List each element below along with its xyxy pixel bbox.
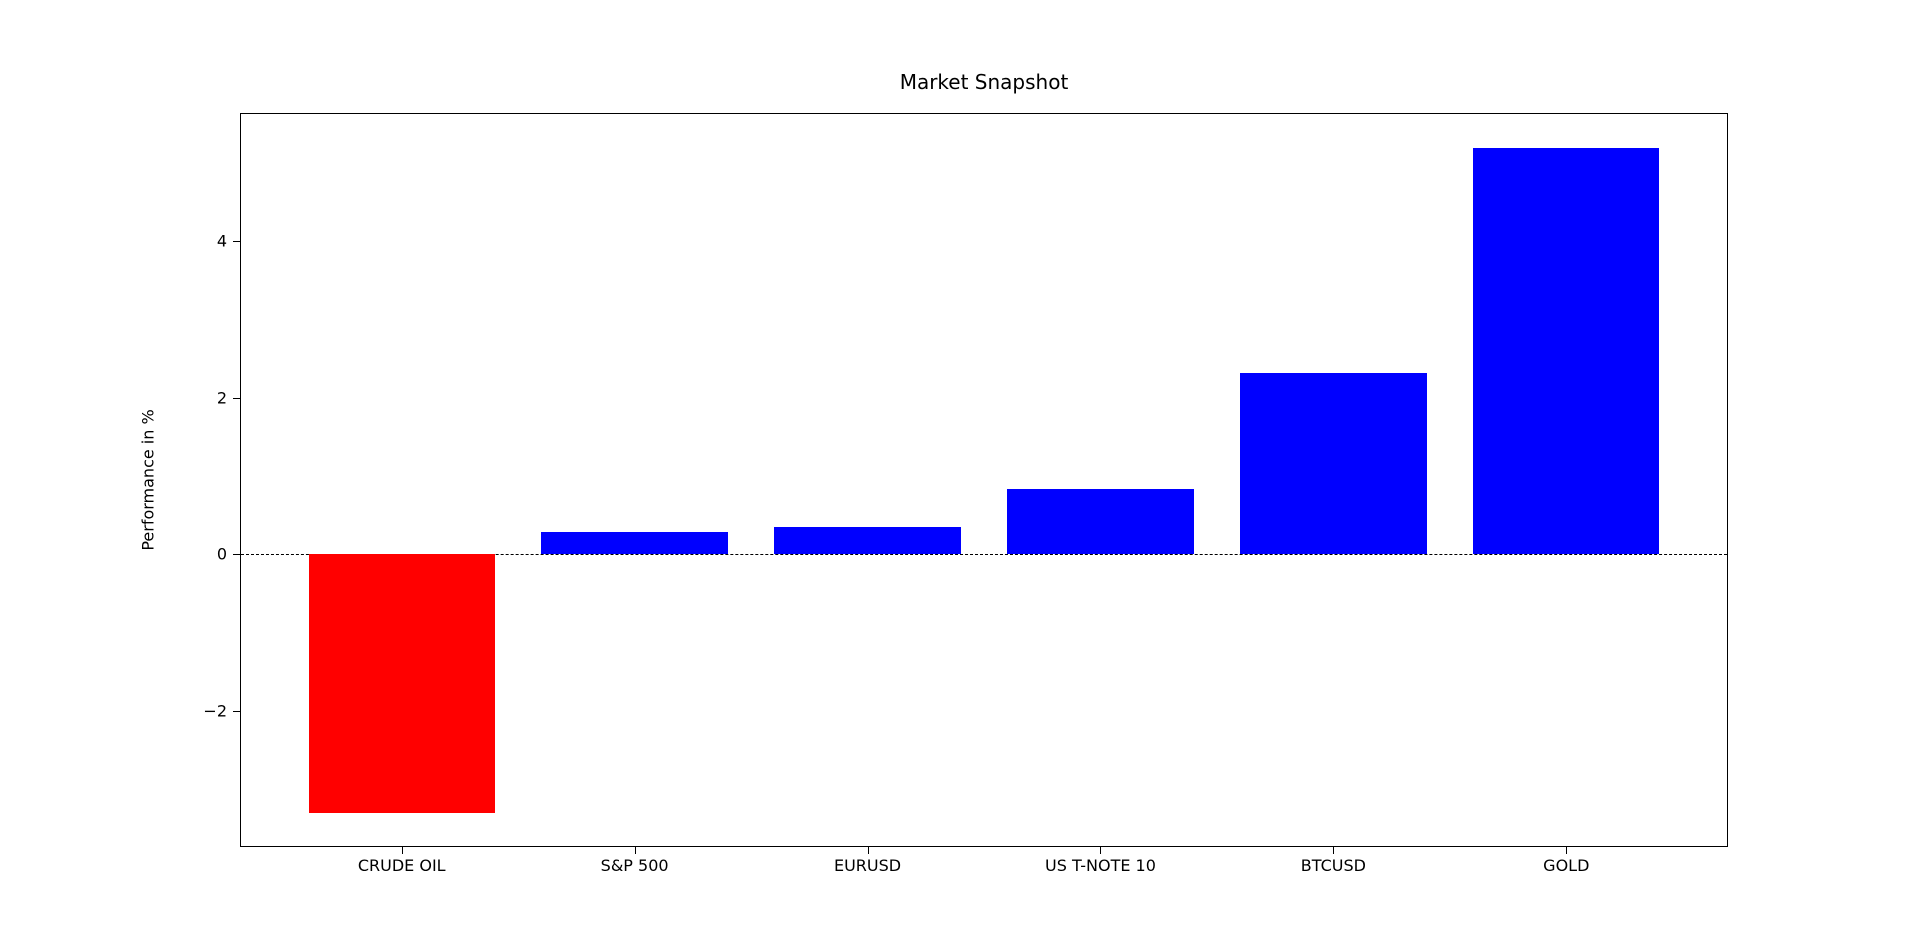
x-tick	[634, 846, 636, 854]
y-tick	[233, 554, 241, 556]
y-tick-label: 4	[216, 231, 227, 251]
x-tick-label-btcusd: BTCUSD	[1300, 856, 1366, 875]
y-tick	[233, 397, 241, 399]
x-tick	[867, 846, 869, 854]
y-tick-label: 2	[216, 388, 227, 408]
chart-title: Market Snapshot	[899, 70, 1069, 94]
plot-area: −2 0 2 4 CRUDE OIL S&P 500 EURUSD US T-NOTE 10 B…	[203, 113, 1728, 875]
x-tick	[1566, 846, 1568, 854]
x-tick-label-eurusd: EURUSD	[833, 856, 902, 875]
bar-gold	[1473, 148, 1660, 555]
x-tick-label-gold: GOLD	[1543, 856, 1590, 875]
x-tick-label-s-p-500: S&P 500	[600, 856, 669, 875]
x-tick	[1100, 846, 1102, 854]
x-tick-label-us-t-note-10: US T-NOTE 10	[1044, 856, 1156, 875]
x-tick-label-crude-oil: CRUDE OIL	[357, 856, 446, 875]
bar-btcusd	[1240, 372, 1427, 555]
bar-us-t-note-10	[1007, 488, 1194, 555]
bar-eurusd	[774, 526, 961, 555]
y-tick	[233, 241, 241, 243]
bar-s-p-500	[541, 531, 728, 555]
y-tick-label: −2	[203, 701, 227, 721]
zero-line	[241, 554, 1727, 556]
x-tick	[401, 846, 403, 854]
y-axis-label: Performance in %	[138, 409, 158, 551]
y-tick	[233, 710, 241, 712]
bar-crude-oil	[308, 554, 495, 813]
x-tick	[1333, 846, 1335, 854]
y-tick-label: 0	[216, 544, 227, 564]
